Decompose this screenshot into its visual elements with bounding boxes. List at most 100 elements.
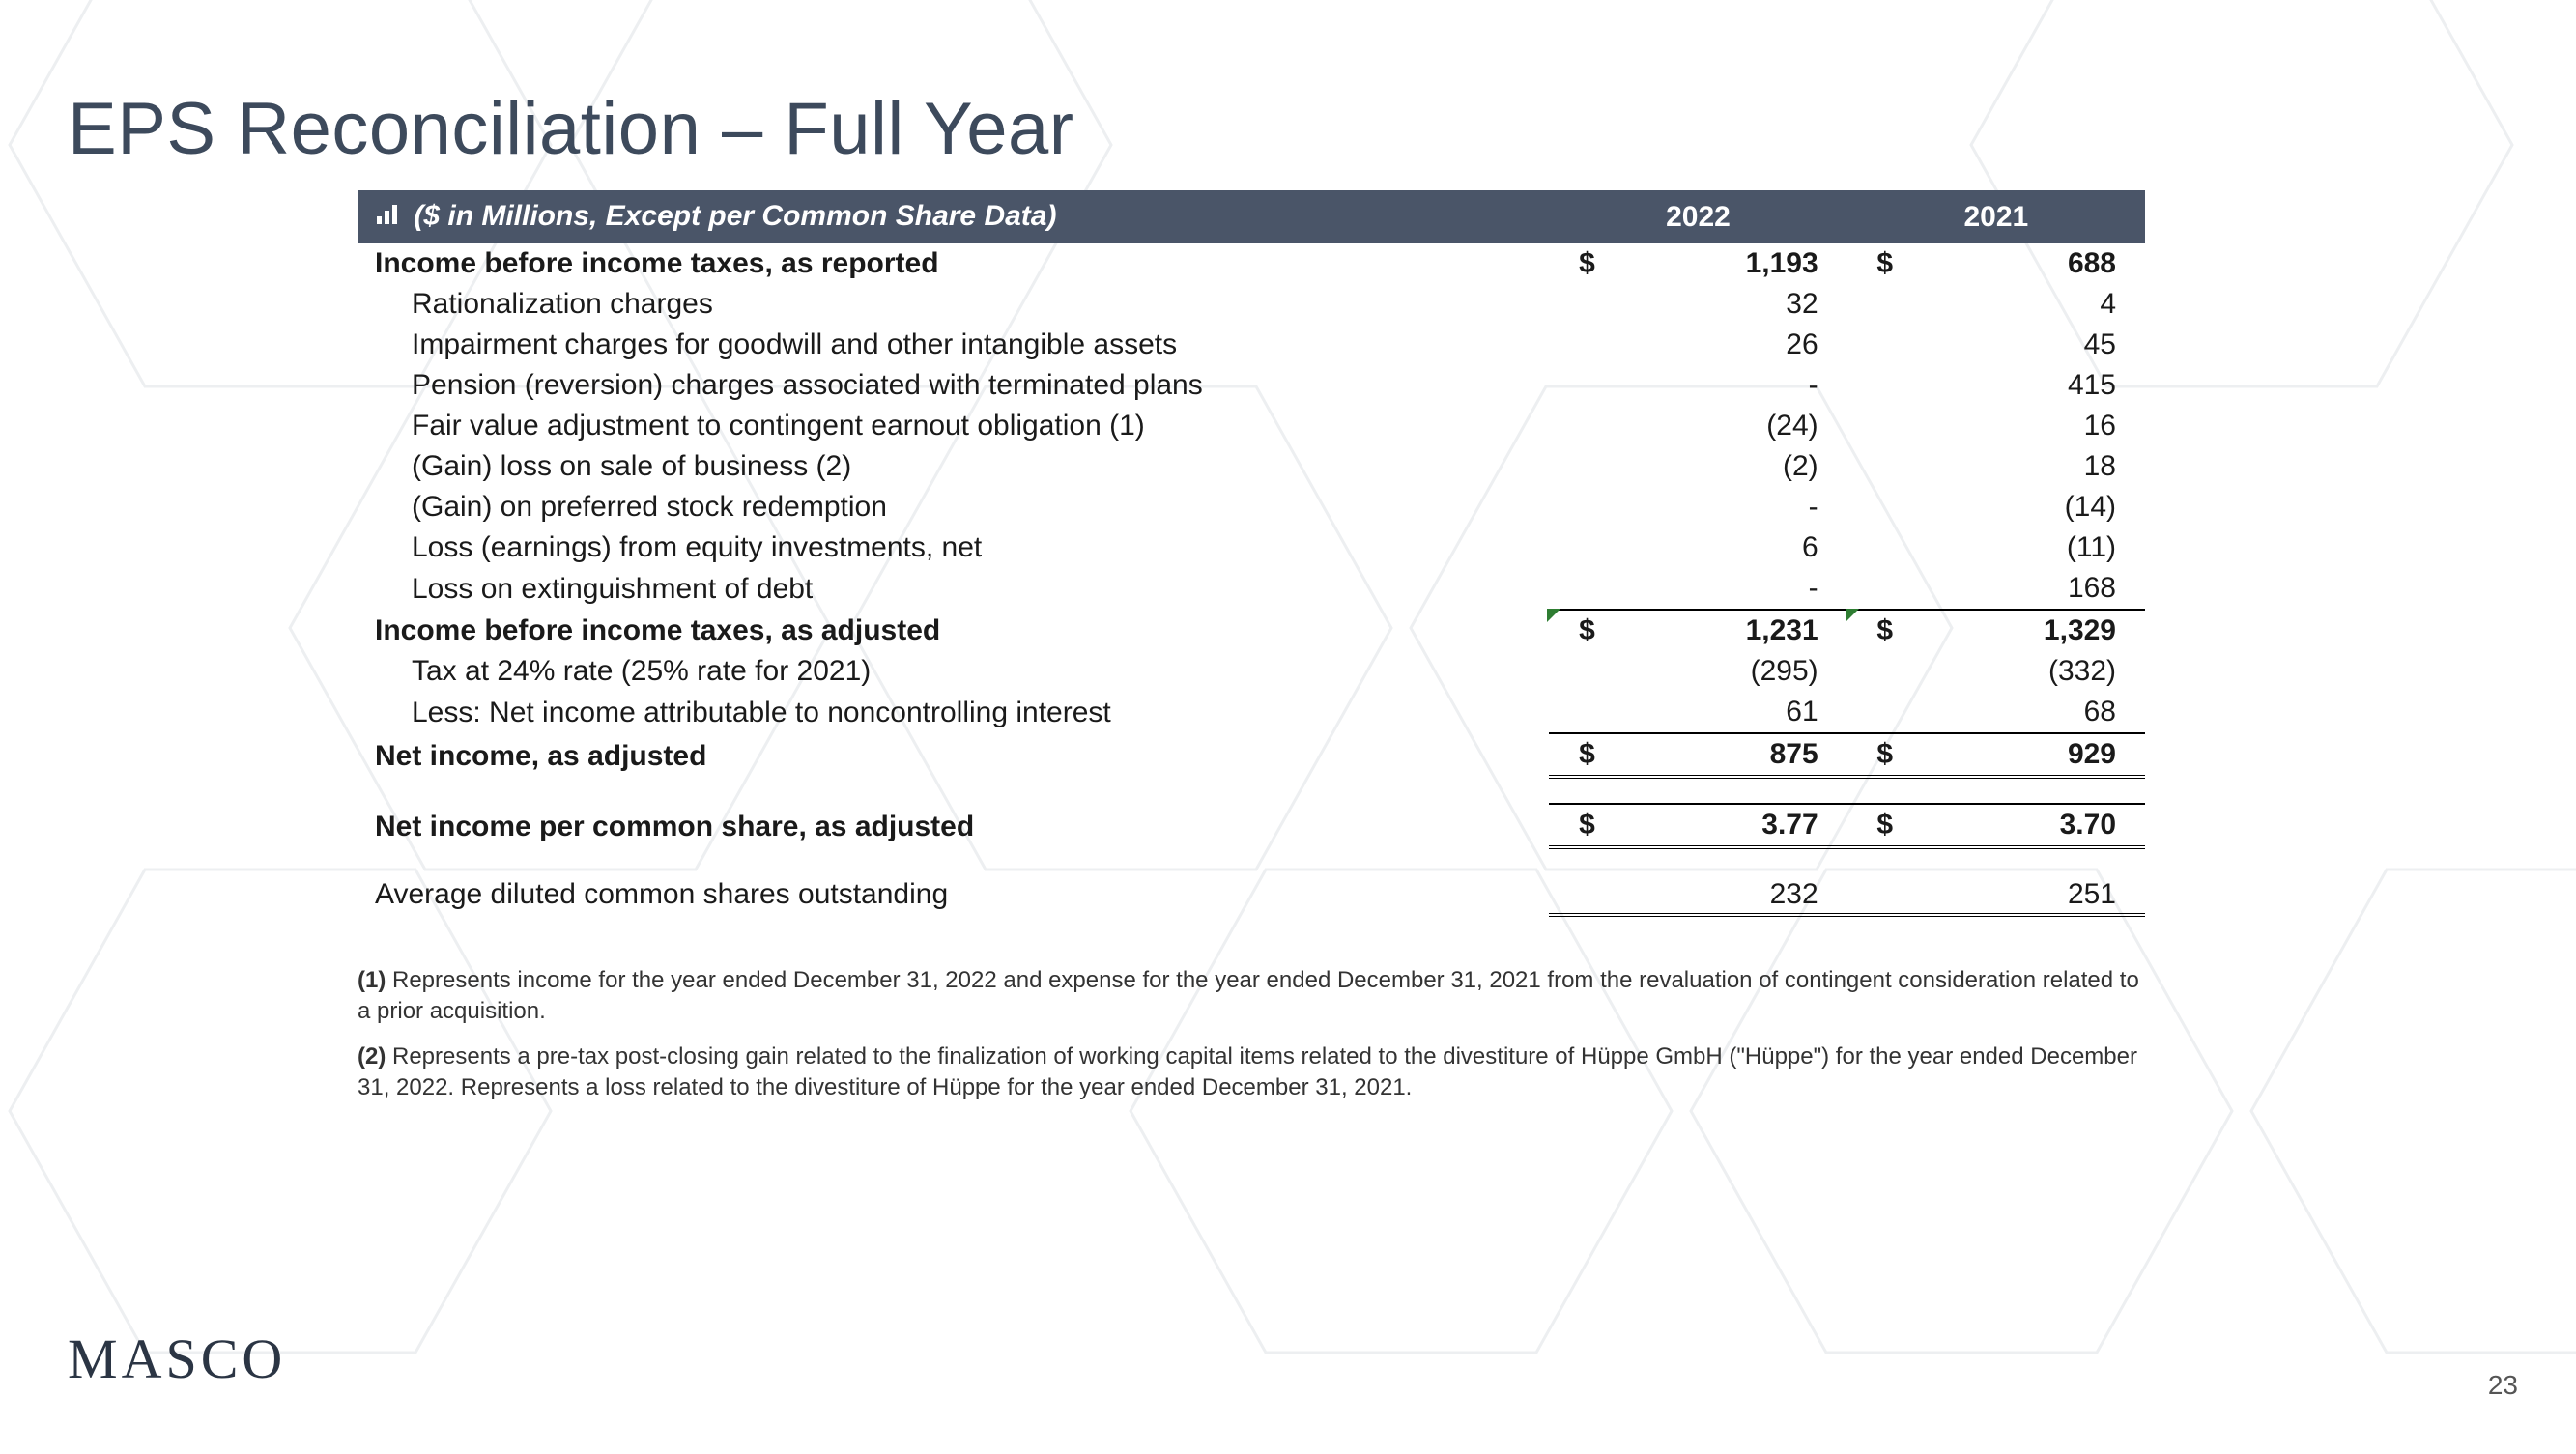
row-label: Income before income taxes, as reported <box>358 243 1549 284</box>
currency-symbol <box>1847 365 1893 406</box>
currency-symbol <box>1549 406 1594 446</box>
cell-value: 3.70 <box>1893 804 2145 847</box>
cell-value: 232 <box>1595 874 1847 915</box>
cell-value: 415 <box>1893 365 2145 406</box>
currency-symbol <box>1847 446 1893 487</box>
currency-symbol <box>1549 651 1594 692</box>
table-row: Pension (reversion) charges associated w… <box>358 365 2145 406</box>
cell-value: (14) <box>1893 487 2145 527</box>
page-number: 23 <box>2488 1370 2518 1401</box>
cell-value: (295) <box>1595 651 1847 692</box>
footnote: (2) Represents a pre-tax post-closing ga… <box>358 1041 2145 1104</box>
currency-symbol <box>1549 487 1594 527</box>
currency-symbol <box>1847 325 1893 365</box>
currency-symbol <box>1549 446 1594 487</box>
table-row: Less: Net income attributable to noncont… <box>358 692 2145 733</box>
cell-value: - <box>1595 365 1847 406</box>
table-row: Loss (earnings) from equity investments,… <box>358 527 2145 568</box>
currency-symbol: $ <box>1549 733 1594 777</box>
currency-symbol <box>1847 874 1893 915</box>
cell-value: (11) <box>1893 527 2145 568</box>
cell-value: 1,193 <box>1595 243 1847 284</box>
table-row: (Gain) loss on sale of business (2) (2) 18 <box>358 446 2145 487</box>
row-label: Fair value adjustment to contingent earn… <box>358 406 1549 446</box>
chart-icon <box>375 201 402 234</box>
currency-symbol <box>1549 365 1594 406</box>
cell-value: 6 <box>1595 527 1847 568</box>
currency-symbol: $ <box>1549 610 1594 651</box>
currency-symbol <box>1847 284 1893 325</box>
currency-symbol: $ <box>1549 804 1594 847</box>
page-title: EPS Reconciliation – Full Year <box>68 87 2508 171</box>
currency-symbol: $ <box>1847 733 1893 777</box>
currency-symbol <box>1549 692 1594 733</box>
currency-symbol <box>1549 568 1594 610</box>
table-row: Net income per common share, as adjusted… <box>358 804 2145 847</box>
table-row: Tax at 24% rate (25% rate for 2021) (295)… <box>358 651 2145 692</box>
currency-symbol <box>1847 692 1893 733</box>
table-row: Loss on extinguishment of debt-168 <box>358 568 2145 610</box>
cell-value: 1,329 <box>1893 610 2145 651</box>
cell-value: 929 <box>1893 733 2145 777</box>
header-caption: ($ in Millions, Except per Common Share … <box>358 190 1549 243</box>
cell-value: 26 <box>1595 325 1847 365</box>
currency-symbol <box>1847 487 1893 527</box>
table-row <box>358 777 2145 804</box>
table-row: Average diluted common shares outstandin… <box>358 874 2145 915</box>
cell-value: (24) <box>1595 406 1847 446</box>
cell-value: 61 <box>1595 692 1847 733</box>
cell-value: 18 <box>1893 446 2145 487</box>
cell-value: 875 <box>1595 733 1847 777</box>
cell-value: (332) <box>1893 651 2145 692</box>
row-label: Tax at 24% rate (25% rate for 2021) <box>358 651 1549 692</box>
cell-value: (2) <box>1595 446 1847 487</box>
header-caption-text: ($ in Millions, Except per Common Share … <box>414 200 1056 232</box>
footnote: (1) Represents income for the year ended… <box>358 965 2145 1028</box>
cell-value: - <box>1595 487 1847 527</box>
cell-value: - <box>1595 568 1847 610</box>
reconciliation-table: ($ in Millions, Except per Common Share … <box>358 190 2145 917</box>
row-label: Less: Net income attributable to noncont… <box>358 692 1549 733</box>
cell-value: 32 <box>1595 284 1847 325</box>
table-row <box>358 847 2145 874</box>
currency-symbol <box>1549 284 1594 325</box>
table-row: Fair value adjustment to contingent earn… <box>358 406 2145 446</box>
row-label: Rationalization charges <box>358 284 1549 325</box>
table-row: (Gain) on preferred stock redemption - (14… <box>358 487 2145 527</box>
footnote-text: Represents income for the year ended Dec… <box>358 967 2139 1024</box>
cell-value: 45 <box>1893 325 2145 365</box>
table-row: Impairment charges for goodwill and othe… <box>358 325 2145 365</box>
cell-value: 688 <box>1893 243 2145 284</box>
currency-symbol: $ <box>1847 804 1893 847</box>
cell-value: 1,231 <box>1595 610 1847 651</box>
row-label: Net income per common share, as adjusted <box>358 804 1549 847</box>
currency-symbol <box>1549 325 1594 365</box>
cell-value: 4 <box>1893 284 2145 325</box>
table-row: Net income, as adjusted$875$929 <box>358 733 2145 777</box>
currency-symbol: $ <box>1847 610 1893 651</box>
row-label: Income before income taxes, as adjusted <box>358 610 1549 651</box>
cell-value: 16 <box>1893 406 2145 446</box>
currency-symbol <box>1847 651 1893 692</box>
currency-symbol <box>1847 406 1893 446</box>
currency-symbol: $ <box>1847 243 1893 284</box>
currency-symbol <box>1847 527 1893 568</box>
row-label: (Gain) loss on sale of business (2) <box>358 446 1549 487</box>
cell-value: 68 <box>1893 692 2145 733</box>
currency-symbol <box>1847 568 1893 610</box>
footnote-text: Represents a pre-tax post-closing gain r… <box>358 1043 2137 1100</box>
row-label: (Gain) on preferred stock redemption <box>358 487 1549 527</box>
footnote-number: (1) <box>358 967 392 993</box>
currency-symbol: $ <box>1549 243 1594 284</box>
table-row: Income before income taxes, as adjusted$… <box>358 610 2145 651</box>
row-label: Average diluted common shares outstandin… <box>358 874 1549 915</box>
col-year-b: 2021 <box>1847 190 2145 243</box>
row-label: Pension (reversion) charges associated w… <box>358 365 1549 406</box>
cell-value: 3.77 <box>1595 804 1847 847</box>
row-label: Net income, as adjusted <box>358 733 1549 777</box>
company-logo: MASCO <box>68 1326 286 1391</box>
col-year-a: 2022 <box>1549 190 1846 243</box>
footnote-number: (2) <box>358 1043 392 1069</box>
table-row: Rationalization charges 32 4 <box>358 284 2145 325</box>
currency-symbol <box>1549 527 1594 568</box>
